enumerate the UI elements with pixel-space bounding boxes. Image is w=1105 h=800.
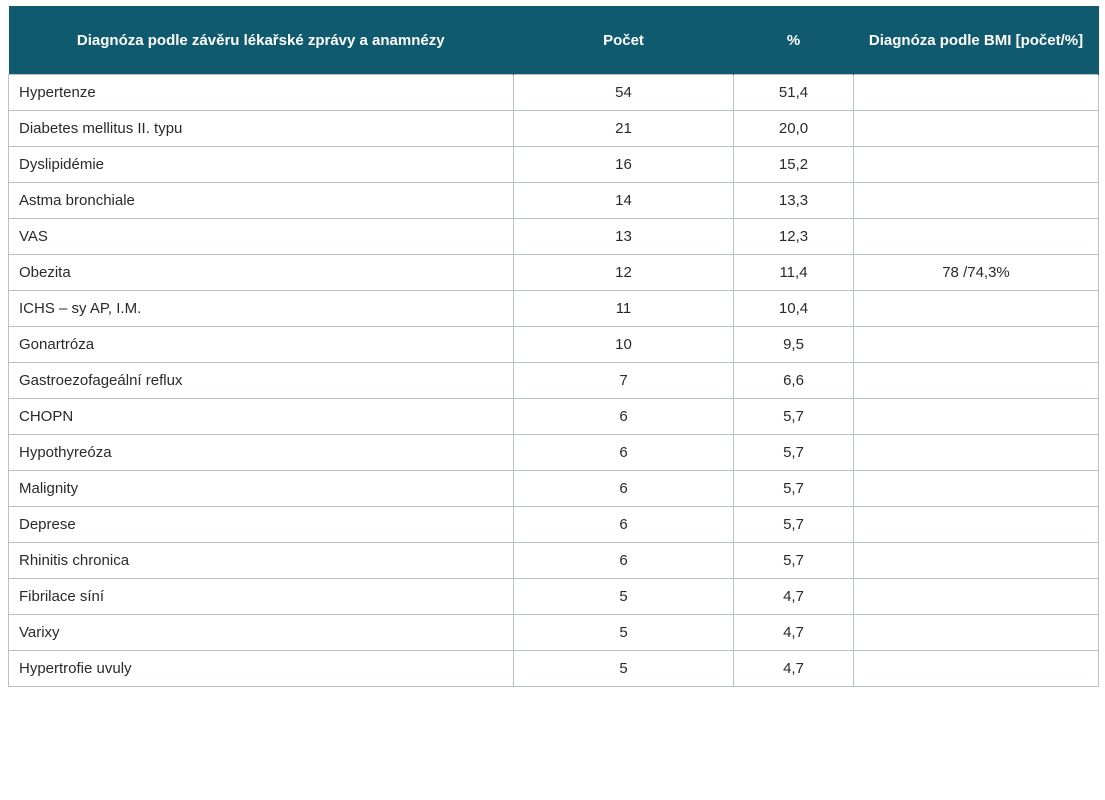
table-row: Gastroezofageální reflux 7 6,6	[8, 362, 1099, 399]
cell-bmi	[853, 290, 1099, 327]
header-bmi: Diagnóza podle BMI [počet/%]	[853, 6, 1099, 75]
cell-count: 7	[513, 362, 734, 399]
cell-bmi	[853, 182, 1099, 219]
cell-count: 6	[513, 434, 734, 471]
table-row: ICHS – sy AP, I.M. 11 10,4	[8, 290, 1099, 327]
table-row: Dyslipidémie 16 15,2	[8, 146, 1099, 183]
cell-percent: 5,7	[733, 398, 854, 435]
cell-count: 6	[513, 506, 734, 543]
cell-diagnosis: Diabetes mellitus II. typu	[8, 110, 514, 147]
cell-count: 21	[513, 110, 734, 147]
table-header: Diagnóza podle závěru lékařské zprávy a …	[8, 6, 1099, 75]
cell-count: 5	[513, 614, 734, 651]
header-count: Počet	[513, 6, 734, 75]
header-row: Diagnóza podle závěru lékařské zprávy a …	[8, 6, 1099, 75]
cell-diagnosis: Hypertenze	[8, 74, 514, 111]
table-row: CHOPN 6 5,7	[8, 398, 1099, 435]
cell-count: 5	[513, 650, 734, 687]
cell-count: 16	[513, 146, 734, 183]
cell-percent: 4,7	[733, 578, 854, 615]
cell-count: 10	[513, 326, 734, 363]
table-row: Hypertrofie uvuly 5 4,7	[8, 650, 1099, 687]
cell-diagnosis: CHOPN	[8, 398, 514, 435]
diagnosis-table-container: Diagnóza podle závěru lékařské zprávy a …	[8, 6, 1099, 687]
cell-bmi	[853, 146, 1099, 183]
cell-percent: 4,7	[733, 650, 854, 687]
cell-diagnosis: Varixy	[8, 614, 514, 651]
table-row: Hypothyreóza 6 5,7	[8, 434, 1099, 471]
cell-percent: 12,3	[733, 218, 854, 255]
cell-diagnosis: Dyslipidémie	[8, 146, 514, 183]
cell-percent: 6,6	[733, 362, 854, 399]
cell-count: 14	[513, 182, 734, 219]
cell-bmi	[853, 542, 1099, 579]
cell-count: 6	[513, 542, 734, 579]
cell-diagnosis: Gastroezofageální reflux	[8, 362, 514, 399]
cell-bmi	[853, 506, 1099, 543]
cell-percent: 51,4	[733, 74, 854, 111]
cell-bmi	[853, 434, 1099, 471]
cell-count: 6	[513, 470, 734, 507]
cell-diagnosis: VAS	[8, 218, 514, 255]
header-diagnosis: Diagnóza podle závěru lékařské zprávy a …	[8, 6, 514, 75]
table-row: Varixy 5 4,7	[8, 614, 1099, 651]
table-row: Rhinitis chronica 6 5,7	[8, 542, 1099, 579]
cell-percent: 11,4	[733, 254, 854, 291]
cell-percent: 20,0	[733, 110, 854, 147]
cell-count: 54	[513, 74, 734, 111]
cell-count: 12	[513, 254, 734, 291]
cell-count: 6	[513, 398, 734, 435]
cell-bmi	[853, 218, 1099, 255]
header-percent: %	[733, 6, 854, 75]
cell-percent: 5,7	[733, 470, 854, 507]
cell-count: 11	[513, 290, 734, 327]
cell-bmi	[853, 470, 1099, 507]
cell-bmi	[853, 578, 1099, 615]
table-row: Astma bronchiale 14 13,3	[8, 182, 1099, 219]
cell-diagnosis: Deprese	[8, 506, 514, 543]
cell-count: 13	[513, 218, 734, 255]
cell-percent: 5,7	[733, 434, 854, 471]
cell-diagnosis: Astma bronchiale	[8, 182, 514, 219]
cell-count: 5	[513, 578, 734, 615]
cell-bmi	[853, 398, 1099, 435]
cell-bmi	[853, 110, 1099, 147]
table-body: Hypertenze 54 51,4 Diabetes mellitus II. ty…	[8, 74, 1099, 687]
cell-bmi	[853, 362, 1099, 399]
cell-diagnosis: Hypothyreóza	[8, 434, 514, 471]
table-row: Malignity 6 5,7	[8, 470, 1099, 507]
cell-bmi	[853, 650, 1099, 687]
table-row: Gonartróza 10 9,5	[8, 326, 1099, 363]
table-row: Fibrilace síní 5 4,7	[8, 578, 1099, 615]
table-row: Hypertenze 54 51,4	[8, 74, 1099, 111]
cell-diagnosis: Rhinitis chronica	[8, 542, 514, 579]
diagnosis-table: Diagnóza podle závěru lékařské zprávy a …	[8, 6, 1099, 687]
cell-percent: 15,2	[733, 146, 854, 183]
cell-bmi	[853, 326, 1099, 363]
cell-diagnosis: Hypertrofie uvuly	[8, 650, 514, 687]
cell-diagnosis: Malignity	[8, 470, 514, 507]
cell-diagnosis: ICHS – sy AP, I.M.	[8, 290, 514, 327]
cell-bmi	[853, 74, 1099, 111]
table-row: VAS 13 12,3	[8, 218, 1099, 255]
cell-percent: 13,3	[733, 182, 854, 219]
table-row: Deprese 6 5,7	[8, 506, 1099, 543]
cell-bmi	[853, 614, 1099, 651]
cell-diagnosis: Fibrilace síní	[8, 578, 514, 615]
cell-bmi: 78 /74,3%	[853, 254, 1099, 291]
cell-percent: 5,7	[733, 506, 854, 543]
cell-diagnosis: Obezita	[8, 254, 514, 291]
cell-diagnosis: Gonartróza	[8, 326, 514, 363]
cell-percent: 5,7	[733, 542, 854, 579]
cell-percent: 9,5	[733, 326, 854, 363]
table-row: Obezita 12 11,4 78 /74,3%	[8, 254, 1099, 291]
cell-percent: 10,4	[733, 290, 854, 327]
table-row: Diabetes mellitus II. typu 21 20,0	[8, 110, 1099, 147]
cell-percent: 4,7	[733, 614, 854, 651]
